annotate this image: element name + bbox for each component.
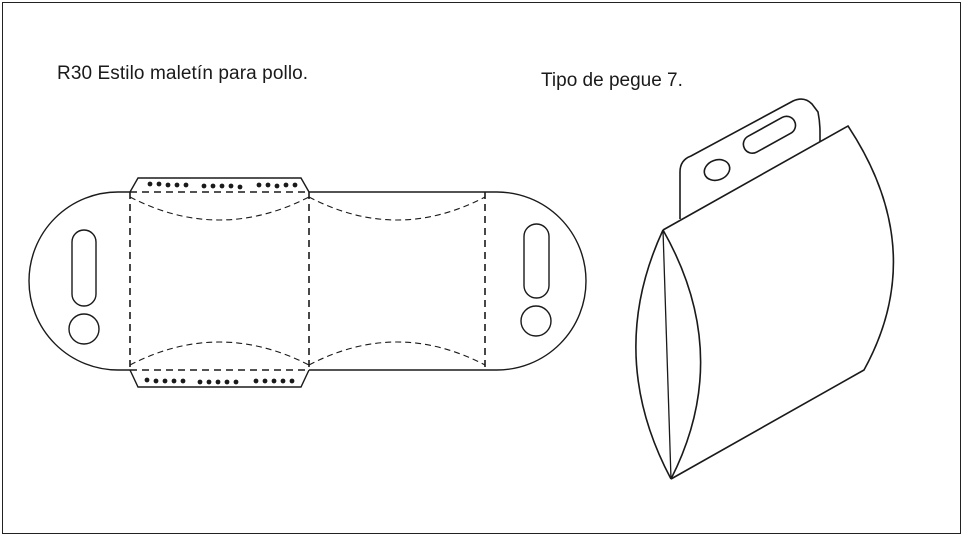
left-end-cap <box>28 191 130 371</box>
figure-frame <box>2 2 961 534</box>
straight-fold-lines <box>129 191 486 371</box>
tab-handle-hole <box>703 158 731 182</box>
box-body <box>662 124 895 480</box>
rear-handle-tab <box>679 98 821 219</box>
left-handle-hole <box>68 313 100 345</box>
bottom-glue-flap <box>129 369 310 388</box>
right-handle-slot <box>523 223 550 299</box>
figure-title: R30 Estilo maletín para pollo. <box>57 63 309 84</box>
box-front-end-left <box>635 229 672 480</box>
figure-subtitle: Tipo de pegue 7. <box>541 70 683 91</box>
flat-template <box>28 177 587 388</box>
curved-crease-lines <box>129 196 486 366</box>
right-handle-hole <box>520 305 552 337</box>
tab-handle-slot <box>742 115 797 155</box>
assembled-box <box>635 98 895 480</box>
right-end-cap <box>485 191 587 371</box>
glue-dots <box>144 181 298 385</box>
box-end-fold <box>662 229 672 480</box>
left-handle-slot <box>71 229 97 307</box>
box-front-end-right <box>662 229 702 480</box>
top-glue-flap <box>129 177 310 193</box>
